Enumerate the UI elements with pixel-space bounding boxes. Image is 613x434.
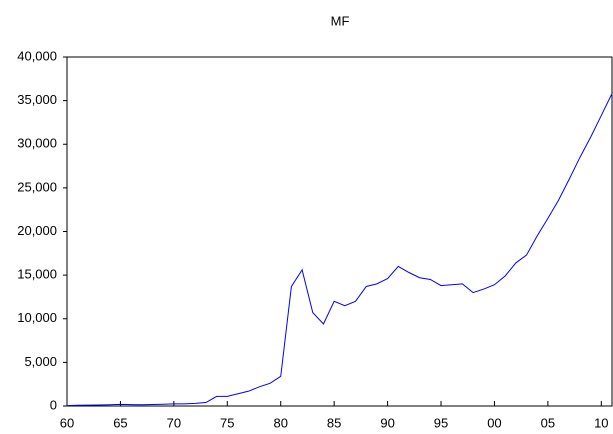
x-tick-label: 95 <box>434 415 448 430</box>
x-tick-label: 85 <box>327 415 341 430</box>
y-tick-label: 35,000 <box>17 92 57 107</box>
x-tick-label: 90 <box>380 415 394 430</box>
x-tick-label: 05 <box>541 415 555 430</box>
y-tick-label: 10,000 <box>17 310 57 325</box>
data-line <box>66 93 613 407</box>
x-tick-label: 70 <box>167 415 181 430</box>
x-tick-label: 75 <box>220 415 234 430</box>
y-tick-label: 25,000 <box>17 179 57 194</box>
x-tick-label: 10 <box>594 415 608 430</box>
y-tick-label: 20,000 <box>17 223 57 238</box>
y-tick-label: 40,000 <box>17 48 57 63</box>
x-tick-label: 65 <box>113 415 127 430</box>
x-tick-label: 60 <box>60 415 74 430</box>
y-tick-label: 5,000 <box>24 354 57 369</box>
y-tick-label: 15,000 <box>17 267 57 282</box>
y-tick-label: 30,000 <box>17 136 57 151</box>
x-tick-label: 00 <box>487 415 501 430</box>
y-tick-label: 0 <box>50 397 57 412</box>
chart-title: MF <box>331 13 350 28</box>
x-tick-label: 80 <box>273 415 287 430</box>
